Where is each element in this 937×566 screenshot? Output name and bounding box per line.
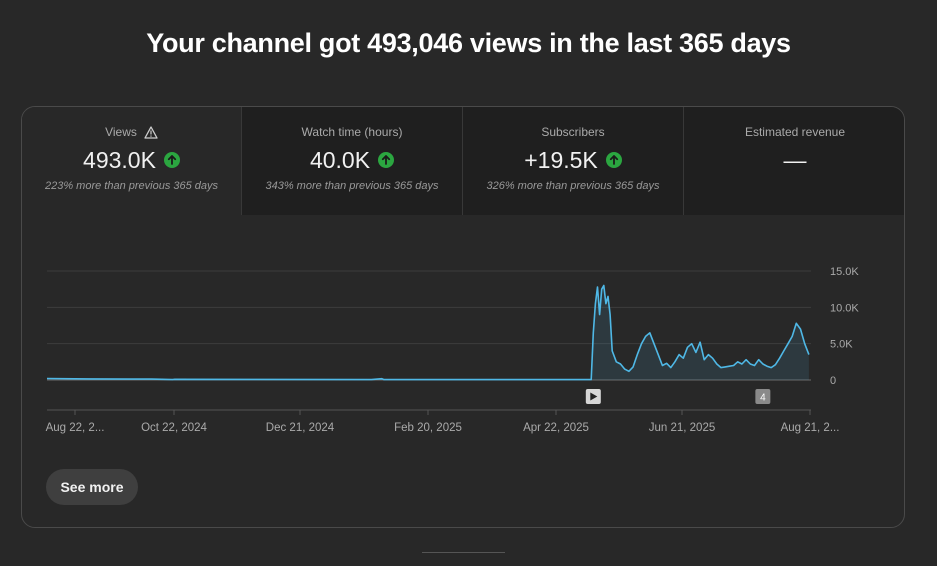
x-tick-label: Aug 22, 2...: [46, 422, 105, 434]
marker-count-label: 4: [760, 393, 766, 404]
video-marker-play-icon[interactable]: [585, 389, 601, 404]
video-marker-count[interactable]: 4: [755, 389, 771, 404]
metric-label-text: Estimated revenue: [744, 125, 846, 139]
page-title: Your channel got 493,046 views in the la…: [146, 28, 791, 58]
x-tick-label: Jun 21, 2025: [649, 422, 716, 434]
metric-tab-subscribers[interactable]: Subscribers +19.5K 326% more than previous…: [463, 107, 684, 215]
x-tick-label: Feb 20, 2025: [394, 422, 462, 434]
y-tick-label: 5.0K: [830, 339, 853, 351]
metric-value-text: 40.0K: [309, 146, 371, 173]
warning-icon[interactable]: [144, 125, 158, 139]
series-line: [46, 284, 810, 381]
x-tick-label: Oct 22, 2024: [141, 422, 207, 434]
metric-value-text: —: [783, 146, 807, 173]
trend-up-icon: [163, 152, 180, 168]
views-chart-svg: 15.0K 10.0K 5.0K 0 Aug 22, 2... Oct 22, 2024 D…: [46, 266, 860, 434]
metric-tab-watch-time-hours[interactable]: Watch time (hours) 40.0K 343% more than pr…: [242, 107, 463, 215]
channel-overview-card: Views 493.0K 223% more than previous 365 d…: [21, 106, 905, 528]
metric-tabs: Views 493.0K 223% more than previous 365 d…: [22, 107, 904, 215]
metric-value-text: 493.0K: [83, 146, 156, 173]
metric-value: +19.5K: [463, 146, 683, 173]
metric-value: 493.0K: [22, 146, 241, 173]
metric-tab-label: Estimated revenue: [684, 125, 904, 139]
series-area: [47, 285, 809, 380]
y-tick-label: 0: [830, 375, 836, 387]
metric-label-text: Subscribers: [541, 125, 605, 139]
metric-label-text: Watch time (hours): [301, 125, 403, 139]
metric-value: 40.0K: [242, 146, 462, 173]
y-tick-label: 15.0K: [830, 266, 859, 278]
metric-delta: 326% more than previous 365 days: [486, 180, 660, 192]
views-chart: 15.0K 10.0K 5.0K 0 Aug 22, 2... Oct 22, 2024 D…: [22, 215, 904, 445]
metric-tab-label: Subscribers: [463, 125, 683, 139]
play-icon: [590, 392, 598, 401]
see-more-button[interactable]: See more: [46, 469, 138, 505]
x-tick-label: Dec 21, 2024: [266, 422, 335, 434]
metric-value: —: [684, 146, 904, 173]
metric-tab-estimated-revenue[interactable]: Estimated revenue —: [684, 107, 904, 215]
x-tick-label: Apr 22, 2025: [523, 422, 589, 434]
metric-tab-label: Watch time (hours): [242, 125, 462, 139]
metric-delta: 343% more than previous 365 days: [265, 180, 439, 192]
metric-tab-label: Views: [22, 125, 241, 139]
bottom-divider: [422, 552, 505, 553]
metric-value-text: +19.5K: [524, 146, 598, 173]
metric-delta: 223% more than previous 365 days: [44, 180, 219, 192]
metric-label-text: Views: [105, 125, 137, 139]
trend-up-icon: [605, 152, 622, 168]
trend-up-icon: [378, 152, 395, 168]
metric-tab-views[interactable]: Views 493.0K 223% more than previous 365 d…: [22, 107, 242, 215]
x-tick-label: Aug 21, 2...: [781, 422, 840, 434]
y-tick-label: 10.0K: [830, 302, 859, 314]
marker-box: [755, 389, 771, 404]
